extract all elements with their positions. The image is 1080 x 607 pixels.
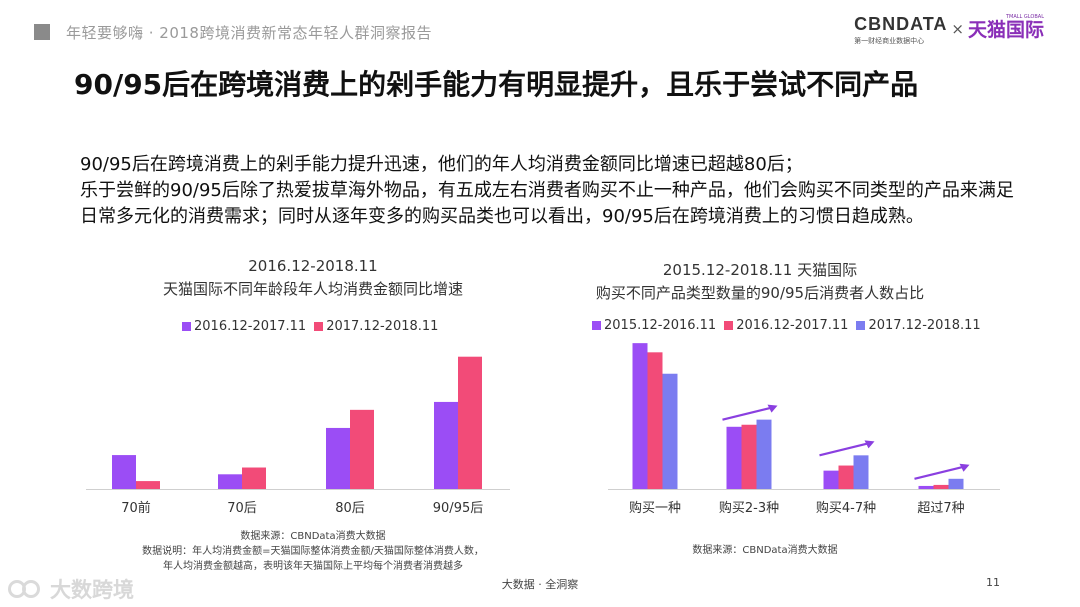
page-number: 11 (986, 576, 1000, 589)
left-chart-notes: 数据来源：CBNData消费大数据 数据说明：年人均消费金额=天猫国际整体消费金… (100, 529, 526, 574)
legend-swatch (856, 321, 866, 330)
bar (434, 401, 458, 489)
bar (853, 455, 869, 489)
header-square-icon (34, 24, 50, 40)
x-tick-label: 80后 (335, 501, 365, 516)
legend-swatch (314, 322, 324, 331)
legend-item: 2016.12-2017.11 (182, 319, 306, 334)
right-chart-source: 数据来源：CBNData消费大数据 (692, 545, 838, 556)
trend-arrow-head (864, 440, 875, 449)
cbndata-logo-text: CBNDATA (854, 14, 948, 34)
left-chart-title: 2016.12-2018.11 天猫国际不同年龄段年人均消费金额同比增速 (100, 255, 526, 301)
bar (823, 470, 839, 489)
right-chart-title-line-2: 购买不同产品类型数量的90/95后消费者人数占比 (595, 284, 925, 302)
legend-label: 2017.12-2018.11 (326, 319, 439, 334)
legend-swatch (724, 321, 734, 330)
bar (632, 343, 648, 489)
x-tick-label: 购买4-7种 (816, 500, 876, 516)
right-chart-title: 2015.12-2018.11 天猫国际 购买不同产品类型数量的90/95后消费… (560, 259, 960, 305)
bar (662, 373, 678, 489)
x-tick-label: 购买2-3种 (719, 500, 779, 516)
legend-swatch (592, 321, 601, 330)
bar (756, 419, 772, 489)
left-chart-description-2: 年人均消费金额越高，表明该年天猫国际上平均每个消费者消费越多 (163, 561, 463, 572)
legend-label: 2016.12-2017.11 (194, 319, 307, 334)
bar (933, 484, 949, 489)
legend-label: 2017.12-2018.11 (868, 318, 981, 333)
x-tick-label: 购买一种 (629, 500, 681, 516)
bar (326, 427, 350, 489)
bar (458, 356, 482, 489)
trend-arrow-line (914, 465, 964, 480)
legend-item: 2017.12-2018.11 (856, 318, 981, 333)
watermark-logo-icon (8, 578, 44, 600)
legend-item: 2017.12-2018.11 (314, 319, 438, 334)
bar (136, 481, 160, 489)
trend-arrow-line (819, 442, 869, 457)
page-title: 90/95后在跨境消费上的剁手能力有明显提升，且乐于尝试不同产品 (74, 68, 919, 101)
report-title: 年轻要够嗨 · 2018跨境消费新常态年轻人群洞察报告 (66, 24, 432, 42)
bar (918, 485, 934, 489)
tmall-global-logo: TMALL GLOBAL 天猫国际 (968, 14, 1044, 40)
watermark-brand-text: 大数跨境 (50, 578, 134, 602)
left-chart-title-line-2: 天猫国际不同年龄段年人均消费金额同比增速 (162, 280, 463, 298)
x-tick-label: 90/95后 (433, 501, 483, 516)
bar (218, 474, 242, 489)
left-chart-title-line-1: 2016.12-2018.11 (248, 257, 378, 275)
intro-paragraph-2: 乐于尝鲜的90/95后除了热爱拔草海外物品，有五成左右消费者购买不止一种产品，他… (80, 180, 1014, 227)
x-tick-label: 70后 (227, 501, 257, 516)
left-chart-source: 数据来源：CBNData消费大数据 (240, 531, 386, 542)
left-chart-description-1: 数据说明：年人均消费金额=天猫国际整体消费金额/天猫国际整体消费人数， (142, 546, 484, 557)
brand-logos: CBNDATA 第一财经商业数据中心 × TMALL GLOBAL 天猫国际 (854, 14, 1044, 46)
intro-paragraph-1: 90/95后在跨境消费上的剁手能力提升迅速，他们的年人均消费金额同比增速已超越8… (80, 154, 803, 175)
watermark-brand: 大数跨境 (8, 574, 134, 604)
brand-separator: × (951, 20, 964, 38)
cbndata-logo-subtitle: 第一财经商业数据中心 (854, 37, 925, 45)
bar (838, 465, 854, 489)
legend-item: 2015.12-2016.11 (592, 318, 716, 333)
tmall-global-logo-small: TMALL GLOBAL (1005, 14, 1044, 20)
x-tick-label: 70前 (121, 500, 151, 516)
bar (242, 467, 266, 489)
intro-text: 90/95后在跨境消费上的剁手能力提升迅速，他们的年人均消费金额同比增速已超越8… (80, 152, 1020, 230)
right-chart-title-line-1: 2015.12-2018.11 天猫国际 (662, 261, 858, 279)
legend-swatch (182, 322, 191, 331)
bar (350, 409, 374, 489)
bar (726, 426, 742, 489)
bar (647, 352, 663, 489)
footer-tagline: 大数据 · 全洞察 (501, 578, 579, 591)
trend-arrow-head (959, 463, 970, 472)
legend-label: 2015.12-2016.11 (604, 318, 717, 333)
left-chart-legend: 2016.12-2017.11 2017.12-2018.11 (182, 319, 446, 334)
bar (112, 455, 136, 489)
cbndata-logo: CBNDATA 第一财经商业数据中心 (854, 14, 947, 46)
trend-arrow-head (767, 404, 778, 413)
right-chart-legend: 2015.12-2016.11 2016.12-2017.11 2017.12-… (592, 318, 989, 333)
legend-item: 2016.12-2017.11 (724, 318, 848, 333)
tmall-global-logo-text: 天猫国际 (967, 19, 1044, 41)
trend-arrow-line (722, 406, 772, 421)
legend-label: 2016.12-2017.11 (736, 318, 849, 333)
bar (948, 478, 964, 489)
x-tick-label: 超过7种 (917, 501, 964, 516)
bar (741, 424, 757, 489)
